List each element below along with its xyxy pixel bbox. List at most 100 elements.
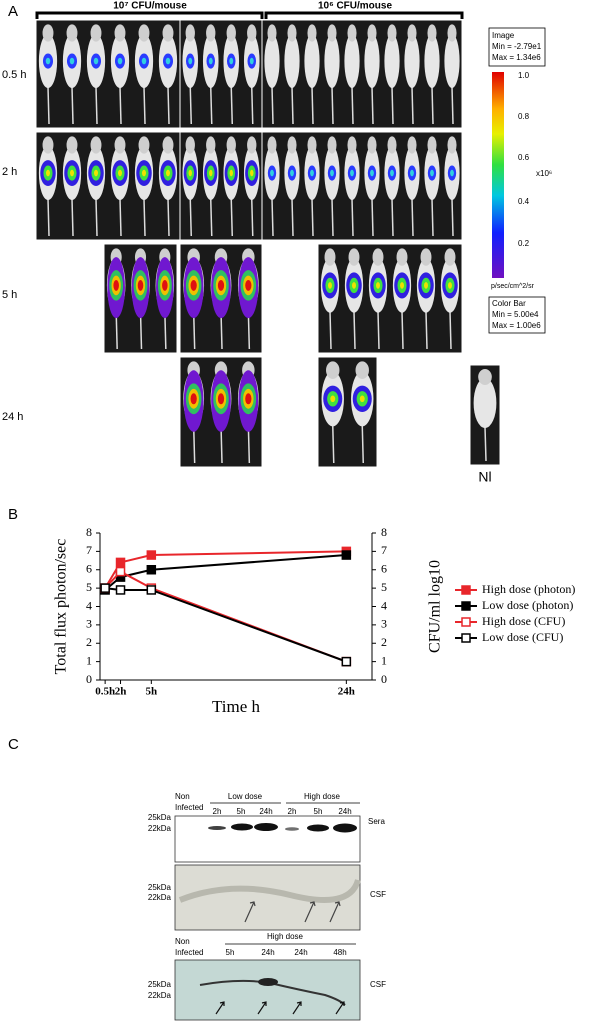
mouse-head xyxy=(347,24,357,42)
signal xyxy=(450,169,454,177)
panel-a: A 10⁷ CFU/mouse 10⁶ CFU/mouse 0.5 h 2 h … xyxy=(2,1,552,485)
y-tick-label: 2 xyxy=(86,635,92,649)
legend-label: Low dose (photon) xyxy=(482,598,573,612)
signal xyxy=(190,279,197,291)
mouse xyxy=(264,34,280,89)
smear xyxy=(178,878,361,903)
signal xyxy=(351,282,357,289)
y2-tick-label: 7 xyxy=(381,543,387,557)
tail xyxy=(361,425,364,464)
mouse-images xyxy=(35,19,501,468)
marker-label: 22kDa xyxy=(148,824,172,833)
tail xyxy=(119,198,122,237)
tail xyxy=(451,86,454,125)
tail xyxy=(143,198,146,237)
tail xyxy=(425,311,428,350)
mouse-head xyxy=(327,24,337,42)
signal xyxy=(310,169,314,177)
tail xyxy=(230,198,233,237)
mouse-head xyxy=(355,361,369,380)
x-axis-label: Time h xyxy=(212,697,261,716)
signal xyxy=(229,57,234,65)
panel-c: C Non Infected Low dose High dose 2h 5h … xyxy=(8,736,386,1021)
signal xyxy=(330,395,336,403)
color-bar-box xyxy=(488,296,546,334)
color-bar xyxy=(492,72,504,278)
tail xyxy=(449,311,452,350)
mouse-head xyxy=(387,24,397,42)
blot xyxy=(174,959,361,1021)
y2-tick-label: 0 xyxy=(381,672,387,686)
bands xyxy=(208,823,357,833)
legend-marker xyxy=(461,633,471,643)
signal xyxy=(410,169,414,177)
tail xyxy=(353,311,356,350)
legend-marker xyxy=(461,585,471,595)
mouse-head xyxy=(420,248,432,266)
y-tick-label: 4 xyxy=(86,598,92,612)
mouse-head xyxy=(247,24,257,42)
signal xyxy=(162,279,168,291)
point xyxy=(115,557,126,568)
image-max: Max = 1.34e6 xyxy=(492,53,541,62)
signal xyxy=(113,279,119,291)
mouse-head xyxy=(347,136,357,154)
sample-label: CSF xyxy=(370,890,386,899)
signal xyxy=(188,169,192,177)
y2-tick-label: 2 xyxy=(381,635,387,649)
arrows xyxy=(244,901,341,923)
lane-label: 5h xyxy=(237,807,246,816)
panel-label: A xyxy=(8,3,18,20)
legend-marker xyxy=(461,601,471,611)
lane-label: 24h xyxy=(294,948,307,957)
color-multiplier: x10⁶ xyxy=(536,169,552,178)
x-tick-label: 24h xyxy=(338,686,355,698)
signal xyxy=(350,169,354,177)
tail xyxy=(167,198,170,237)
marker-label: 25kDa xyxy=(148,980,172,989)
mouse xyxy=(324,34,340,89)
image-block xyxy=(317,243,463,354)
tail xyxy=(451,198,454,237)
mouse-head xyxy=(114,136,126,154)
y-tick-label: 5 xyxy=(86,580,92,594)
mouse-head xyxy=(267,136,277,154)
mouse-head xyxy=(162,24,174,42)
tail xyxy=(431,86,434,125)
tail xyxy=(484,426,487,462)
x-tick-label: 2h xyxy=(115,686,127,698)
mouse-head xyxy=(90,136,102,154)
mouse-head xyxy=(427,136,437,154)
color-bar-title: Color Bar xyxy=(492,299,526,308)
dose-label: 10⁶ CFU/mouse xyxy=(318,1,393,12)
y2-tick-label: 6 xyxy=(381,562,387,576)
mouse-head xyxy=(114,24,126,42)
legend-label: Low dose (CFU) xyxy=(482,630,563,644)
tail xyxy=(391,198,394,237)
x-tick-label: 5h xyxy=(146,686,158,698)
lane-label: 48h xyxy=(333,948,346,957)
tail xyxy=(189,198,192,237)
y-tick-label: 8 xyxy=(86,525,92,539)
marker-label: 22kDa xyxy=(148,991,172,1000)
mouse xyxy=(304,34,320,89)
signal xyxy=(93,57,99,65)
mouse-head xyxy=(367,24,377,42)
color-tick: 1.0 xyxy=(518,71,530,80)
mouse-head xyxy=(138,136,150,154)
tail xyxy=(271,198,274,237)
point xyxy=(115,566,126,577)
signal xyxy=(165,169,171,177)
tail xyxy=(71,198,74,237)
color-bar-min: Min = 5.00e4 xyxy=(492,310,539,319)
tail xyxy=(351,198,354,237)
mouse xyxy=(473,378,497,428)
tail xyxy=(95,198,98,237)
non-infected: Infected xyxy=(175,948,203,957)
lane-label: 5h xyxy=(226,948,235,957)
tail xyxy=(291,198,294,237)
signal xyxy=(270,169,274,177)
legend-marker xyxy=(461,617,471,627)
mouse xyxy=(444,34,460,89)
